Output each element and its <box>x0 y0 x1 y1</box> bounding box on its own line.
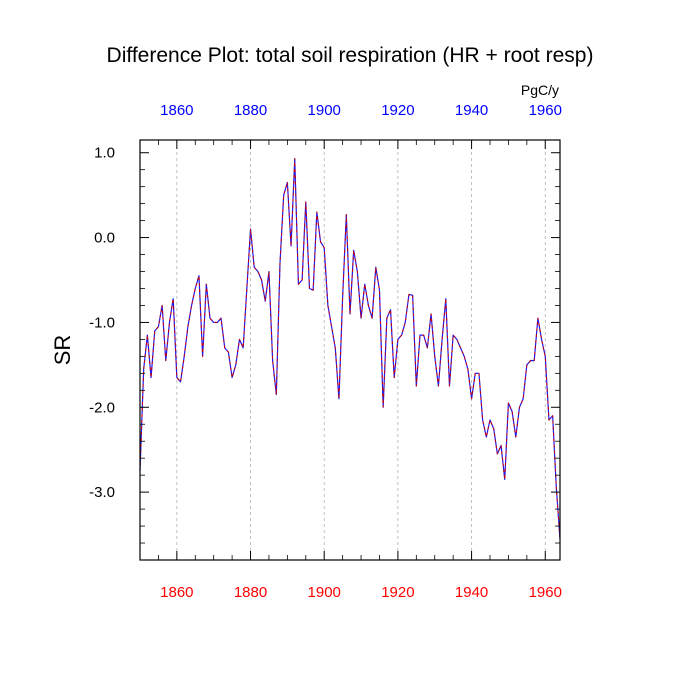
bottom-x-axis-labels: 1860 1880 1900 1920 1940 1960 <box>160 584 562 601</box>
y-tick-label: 1.0 <box>94 145 115 162</box>
y-tick-label: -1.0 <box>89 314 115 331</box>
x-tick-label-top: 1920 <box>381 102 414 119</box>
x-tick-label-top: 1900 <box>308 102 341 119</box>
x-tick-label-bottom: 1900 <box>308 584 341 601</box>
axis-ticks <box>139 140 560 560</box>
x-tick-label-bottom: 1940 <box>455 584 488 601</box>
top-x-axis-labels: 1860 1880 1900 1920 1940 1960 <box>160 102 562 119</box>
x-tick-label-bottom: 1920 <box>381 584 414 601</box>
y-axis-labels: 1.0 0.0 -1.0 -2.0 -3.0 <box>89 145 115 501</box>
x-tick-label-top: 1860 <box>160 102 193 119</box>
gridlines <box>176 140 546 560</box>
x-tick-label-top: 1940 <box>455 102 488 119</box>
x-tick-label-top: 1880 <box>234 102 267 119</box>
chart-title: Difference Plot: total soil respiration … <box>107 44 594 67</box>
y-axis-label: SR <box>50 335 75 366</box>
units-label: PgC/y <box>521 82 559 98</box>
x-tick-label-bottom: 1860 <box>160 584 193 601</box>
y-tick-label: -3.0 <box>89 484 115 501</box>
x-tick-label-top: 1960 <box>529 102 562 119</box>
x-tick-label-bottom: 1960 <box>529 584 562 601</box>
series-line-dashed-overlay <box>139 158 561 539</box>
series-line <box>139 158 561 539</box>
plot-frame <box>139 139 561 561</box>
x-tick-label-bottom: 1880 <box>234 584 267 601</box>
y-tick-label: 0.0 <box>94 230 115 247</box>
series-layer <box>139 158 561 539</box>
y-tick-label: -2.0 <box>89 399 115 416</box>
